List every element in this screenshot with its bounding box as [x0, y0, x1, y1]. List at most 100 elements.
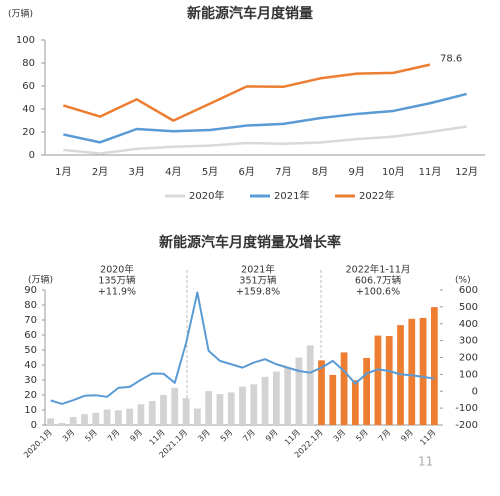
x-tick-label: 5月 — [83, 428, 99, 444]
x-tick-label: 11月 — [418, 428, 437, 447]
y-tick-label: 10 — [24, 405, 37, 416]
bar — [385, 336, 393, 425]
x-tick-label: 11月 — [283, 428, 302, 447]
x-tick-label: 7月 — [275, 166, 291, 178]
x-tick-label: 9月 — [399, 428, 415, 444]
y-tick-label: 0 — [29, 150, 35, 161]
bar — [47, 418, 55, 425]
x-tick-label: 11月 — [419, 166, 442, 178]
x-tick-label: 11月 — [147, 428, 166, 447]
annotation: 2021年 — [241, 264, 275, 276]
y-tick-label: 20 — [24, 390, 37, 401]
x-tick-label: 4月 — [165, 166, 181, 178]
line — [63, 92, 467, 144]
x-tick-label: 6月 — [238, 166, 254, 178]
annotation: 135万辆 — [98, 275, 136, 287]
x-tick-label: 7月 — [377, 428, 393, 444]
bar — [419, 317, 427, 425]
bar — [284, 367, 292, 425]
x-tick-label: 5月 — [219, 428, 235, 444]
bar — [103, 409, 111, 425]
annotation: +159.8% — [236, 287, 280, 298]
annotation: +100.6% — [356, 287, 400, 298]
bar — [295, 357, 303, 425]
y-tick-label: 60 — [22, 81, 35, 92]
y2-tick-label: 300 — [459, 336, 478, 347]
y-tick-label: 20 — [22, 127, 35, 138]
y-tick-label: 80 — [22, 58, 35, 69]
y2-tick-label: 200 — [459, 353, 478, 364]
x-tick-label: 1月 — [55, 166, 71, 178]
x-tick-label: 8月 — [312, 166, 328, 178]
y2-tick-label: 600 — [459, 285, 478, 296]
page-number: 11 — [418, 455, 433, 469]
annotation: 2020年 — [100, 264, 134, 276]
bar — [261, 376, 269, 425]
x-tick-label: 3月 — [128, 166, 144, 178]
bar — [318, 360, 325, 425]
bar — [239, 386, 246, 425]
bar — [148, 401, 156, 425]
bar — [58, 423, 66, 425]
y-tick-label: 50 — [24, 345, 37, 356]
y-tick-label: 40 — [22, 104, 35, 115]
y2-tick-label: -200 — [455, 420, 478, 431]
line — [50, 291, 435, 405]
x-tick-label: 5月 — [354, 428, 370, 444]
bar — [81, 414, 88, 425]
bar — [340, 352, 348, 425]
annotation: 2022年1-11月 — [346, 264, 411, 276]
x-tick-label: 3月 — [61, 428, 77, 444]
y-tick-label: 30 — [24, 375, 37, 386]
x-tick-label: 9月 — [128, 428, 144, 444]
y2-tick-label: 500 — [459, 302, 478, 313]
y-tick-label: 40 — [24, 360, 37, 371]
chart-title: 新能源汽车月度销量 — [187, 5, 313, 22]
bar — [182, 398, 190, 425]
y-tick-label: 60 — [24, 330, 37, 341]
x-tick-label: 3月 — [196, 428, 212, 444]
y2-tick-label: 400 — [459, 319, 478, 330]
legend-label: 2020年 — [189, 189, 224, 202]
x-tick-label: 7月 — [106, 428, 122, 444]
bar — [126, 408, 134, 425]
bar — [193, 408, 201, 425]
bar — [351, 380, 359, 425]
bar — [137, 404, 145, 425]
x-tick-label: 5月 — [202, 166, 218, 178]
y-unit: (万辆) — [8, 8, 33, 20]
x-tick-label: 2月 — [92, 166, 108, 178]
bar — [171, 387, 179, 425]
x-tick-label: 12月 — [455, 166, 478, 178]
annotation: 606.7万辆 — [355, 275, 402, 287]
y-tick-label: 100 — [16, 35, 35, 46]
legend-label: 2022年 — [359, 189, 394, 202]
bar — [374, 335, 382, 425]
bar — [216, 394, 224, 425]
y-unit: (万辆) — [28, 274, 53, 286]
bar — [306, 345, 314, 425]
annotation: 351万辆 — [239, 275, 277, 287]
x-tick-label: 3月 — [332, 428, 348, 444]
y-tick-label: 70 — [24, 315, 37, 326]
y2-tick-label: 0 — [472, 386, 478, 397]
annotation: +11.9% — [98, 287, 136, 298]
y-tick-label: 0 — [31, 420, 37, 431]
bar — [272, 371, 280, 425]
data-label: 78.6 — [440, 54, 462, 65]
y-tick-label: 90 — [24, 285, 37, 296]
x-tick-label: 10月 — [382, 166, 405, 178]
bar — [363, 357, 371, 425]
bar — [250, 384, 258, 425]
bar — [69, 417, 77, 425]
line — [63, 125, 467, 155]
x-tick-label: 9月 — [264, 428, 280, 444]
line — [62, 63, 431, 122]
legend-label: 2021年 — [274, 189, 309, 202]
bar — [160, 395, 167, 425]
x-tick-label: 9月 — [348, 166, 364, 178]
bar — [227, 392, 235, 425]
y2-unit: (%) — [455, 276, 471, 286]
y2-tick-label: -100 — [455, 403, 478, 414]
